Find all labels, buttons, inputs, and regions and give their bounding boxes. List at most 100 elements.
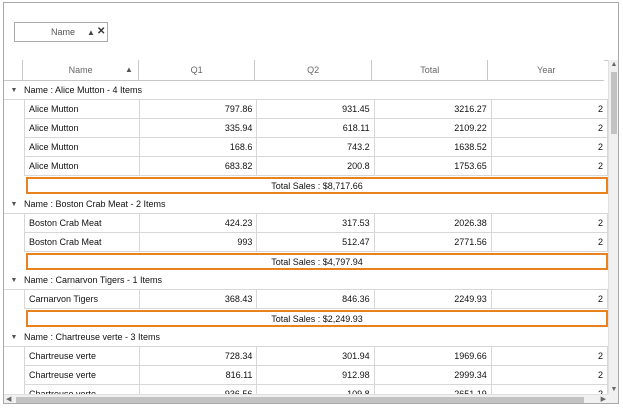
table-row[interactable]: Alice Mutton 797.86 931.45 3216.27 2 — [24, 100, 608, 119]
cell-q1[interactable]: 728.34 — [140, 347, 258, 366]
cell-total[interactable]: 2651.19 — [375, 385, 492, 394]
cell-year[interactable]: 2 — [491, 119, 608, 138]
cell-year[interactable]: 2 — [492, 385, 608, 394]
group-chip-label: Name — [51, 27, 76, 37]
cell-q2[interactable]: 846.36 — [257, 290, 375, 309]
table-row[interactable]: Alice Mutton 335.94 618.11 2109.22 2 — [24, 119, 608, 138]
cell-q2[interactable]: 512.47 — [257, 233, 375, 252]
table-row[interactable]: Alice Mutton 683.82 200.8 1753.65 2 — [24, 157, 608, 176]
scroll-down-icon[interactable]: ▼ — [610, 386, 618, 393]
column-header-name[interactable]: Name ▲ — [23, 60, 139, 80]
scroll-left-icon[interactable]: ◀ — [6, 396, 12, 403]
cell-total[interactable]: 2026.38 — [374, 214, 492, 233]
cell-q1[interactable]: 683.82 — [140, 157, 258, 176]
table-row[interactable]: Alice Mutton 168.6 743.2 1638.52 2 — [24, 138, 608, 157]
vertical-scroll-thumb[interactable] — [611, 72, 617, 134]
sort-ascending-icon[interactable]: ▲ — [87, 27, 95, 37]
collapse-group-icon[interactable]: ▼ — [10, 276, 18, 284]
group-summary-row: Total Sales : $2,249.93 — [26, 310, 608, 327]
table-row[interactable]: Boston Crab Meat 424.23 317.53 2026.38 2 — [24, 214, 608, 233]
cell-year[interactable]: 2 — [491, 138, 608, 157]
cell-name[interactable]: Chartreuse verte — [24, 347, 141, 366]
cell-name[interactable]: Chartreuse verte — [24, 366, 141, 385]
cell-q1[interactable]: 368.43 — [140, 290, 258, 309]
column-header-total[interactable]: Total — [372, 60, 489, 80]
cell-year[interactable]: 2 — [491, 233, 608, 252]
cell-q2[interactable]: 618.11 — [257, 119, 375, 138]
group-chip-name[interactable]: Name ▲ ✕ — [14, 22, 108, 42]
table-row[interactable]: Chartreuse verte 728.34 301.94 1969.66 2 — [24, 347, 608, 366]
cell-total[interactable]: 1969.66 — [374, 347, 492, 366]
cell-q2[interactable]: 200.8 — [257, 157, 375, 176]
cell-q2[interactable]: 743.2 — [257, 138, 375, 157]
cell-name[interactable]: Alice Mutton — [24, 100, 141, 119]
cell-year[interactable]: 2 — [491, 290, 608, 309]
horizontal-scrollbar[interactable]: ◀ ▶ — [4, 394, 608, 403]
group-caption-text: Name : Boston Crab Meat - 2 Items — [24, 199, 166, 209]
cell-total[interactable]: 1753.65 — [374, 157, 492, 176]
cell-q2[interactable]: 912.98 — [257, 366, 375, 385]
column-header-label: Year — [537, 65, 556, 75]
grid-body: ▼ Name : Alice Mutton - 4 Items Alice Mutt… — [4, 81, 608, 394]
cell-name[interactable]: Carnarvon Tigers — [24, 290, 141, 309]
cell-name[interactable]: Alice Mutton — [24, 119, 141, 138]
scroll-up-icon[interactable]: ▲ — [610, 61, 618, 68]
cell-total[interactable]: 2771.56 — [374, 233, 492, 252]
scrollbar-corner — [608, 394, 618, 403]
column-header-label: Q1 — [190, 65, 203, 75]
cell-year[interactable]: 2 — [491, 366, 608, 385]
cell-total[interactable]: 1638.52 — [374, 138, 492, 157]
cell-q2[interactable]: 317.53 — [257, 214, 375, 233]
cell-year[interactable]: 2 — [491, 214, 608, 233]
column-header-q1[interactable]: Q1 — [139, 60, 256, 80]
collapse-group-icon[interactable]: ▼ — [10, 333, 18, 341]
collapse-group-icon[interactable]: ▼ — [10, 200, 18, 208]
cell-q1[interactable]: 335.94 — [140, 119, 258, 138]
column-header-row: Name ▲ Q1 Q2 Total Year — [4, 60, 604, 81]
group-caption-row[interactable]: ▼ Name : Boston Crab Meat - 2 Items — [4, 195, 608, 214]
cell-name[interactable]: Boston Crab Meat — [24, 214, 141, 233]
cell-name[interactable]: Alice Mutton — [24, 138, 141, 157]
vertical-scrollbar[interactable]: ▲ ▼ — [608, 60, 618, 394]
cell-total[interactable]: 2249.93 — [374, 290, 492, 309]
cell-name[interactable]: Alice Mutton — [24, 157, 141, 176]
scroll-right-icon[interactable]: ▶ — [600, 396, 606, 403]
cell-name[interactable]: Boston Crab Meat — [24, 233, 141, 252]
group-summary-row: Total Sales : $4,797.94 — [26, 253, 608, 270]
table-row[interactable]: Boston Crab Meat 993 512.47 2771.56 2 — [24, 233, 608, 252]
table-row[interactable]: Chartreuse verte 936.56 109.8 2651.19 2 — [24, 385, 608, 394]
collapse-group-icon[interactable]: ▼ — [10, 86, 18, 94]
cell-q1[interactable]: 797.86 — [140, 100, 258, 119]
group-summary-row: Total Sales : $8,717.66 — [26, 177, 608, 194]
cell-total[interactable]: 3216.27 — [374, 100, 492, 119]
cell-q1[interactable]: 168.6 — [140, 138, 258, 157]
column-header-q2[interactable]: Q2 — [255, 60, 372, 80]
sort-ascending-icon: ▲ — [124, 65, 133, 74]
cell-total[interactable]: 2999.34 — [374, 366, 492, 385]
data-grid: Name ▲ ✕ Name ▲ Q1 Q2 Total Year ▼ Name :… — [3, 2, 619, 404]
cell-name[interactable]: Chartreuse verte — [24, 385, 141, 394]
cell-year[interactable]: 2 — [491, 347, 608, 366]
group-caption-row[interactable]: ▼ Name : Alice Mutton - 4 Items — [4, 81, 608, 100]
column-header-year[interactable]: Year — [488, 60, 604, 80]
cell-q1[interactable]: 424.23 — [140, 214, 258, 233]
cell-total[interactable]: 2109.22 — [374, 119, 492, 138]
header-indent-cell — [4, 60, 24, 80]
table-row[interactable]: Carnarvon Tigers 368.43 846.36 2249.93 2 — [24, 290, 608, 309]
group-caption-row[interactable]: ▼ Name : Carnarvon Tigers - 1 Items — [4, 271, 608, 290]
cell-q1[interactable]: 993 — [140, 233, 258, 252]
table-row[interactable]: Chartreuse verte 816.11 912.98 2999.34 2 — [24, 366, 608, 385]
cell-q2[interactable]: 931.45 — [257, 100, 375, 119]
group-caption-text: Name : Carnarvon Tigers - 1 Items — [24, 275, 163, 285]
remove-group-icon[interactable]: ✕ — [96, 26, 106, 37]
cell-year[interactable]: 2 — [491, 157, 608, 176]
horizontal-scroll-thumb[interactable] — [16, 397, 584, 403]
column-header-label: Q2 — [307, 65, 320, 75]
cell-q2[interactable]: 109.8 — [257, 385, 375, 394]
group-caption-row[interactable]: ▼ Name : Chartreuse verte - 3 Items — [4, 328, 608, 347]
cell-q1[interactable]: 936.56 — [140, 385, 258, 394]
cell-q1[interactable]: 816.11 — [140, 366, 258, 385]
cell-q2[interactable]: 301.94 — [257, 347, 375, 366]
group-drop-panel: Name ▲ ✕ — [4, 3, 618, 61]
cell-year[interactable]: 2 — [491, 100, 608, 119]
